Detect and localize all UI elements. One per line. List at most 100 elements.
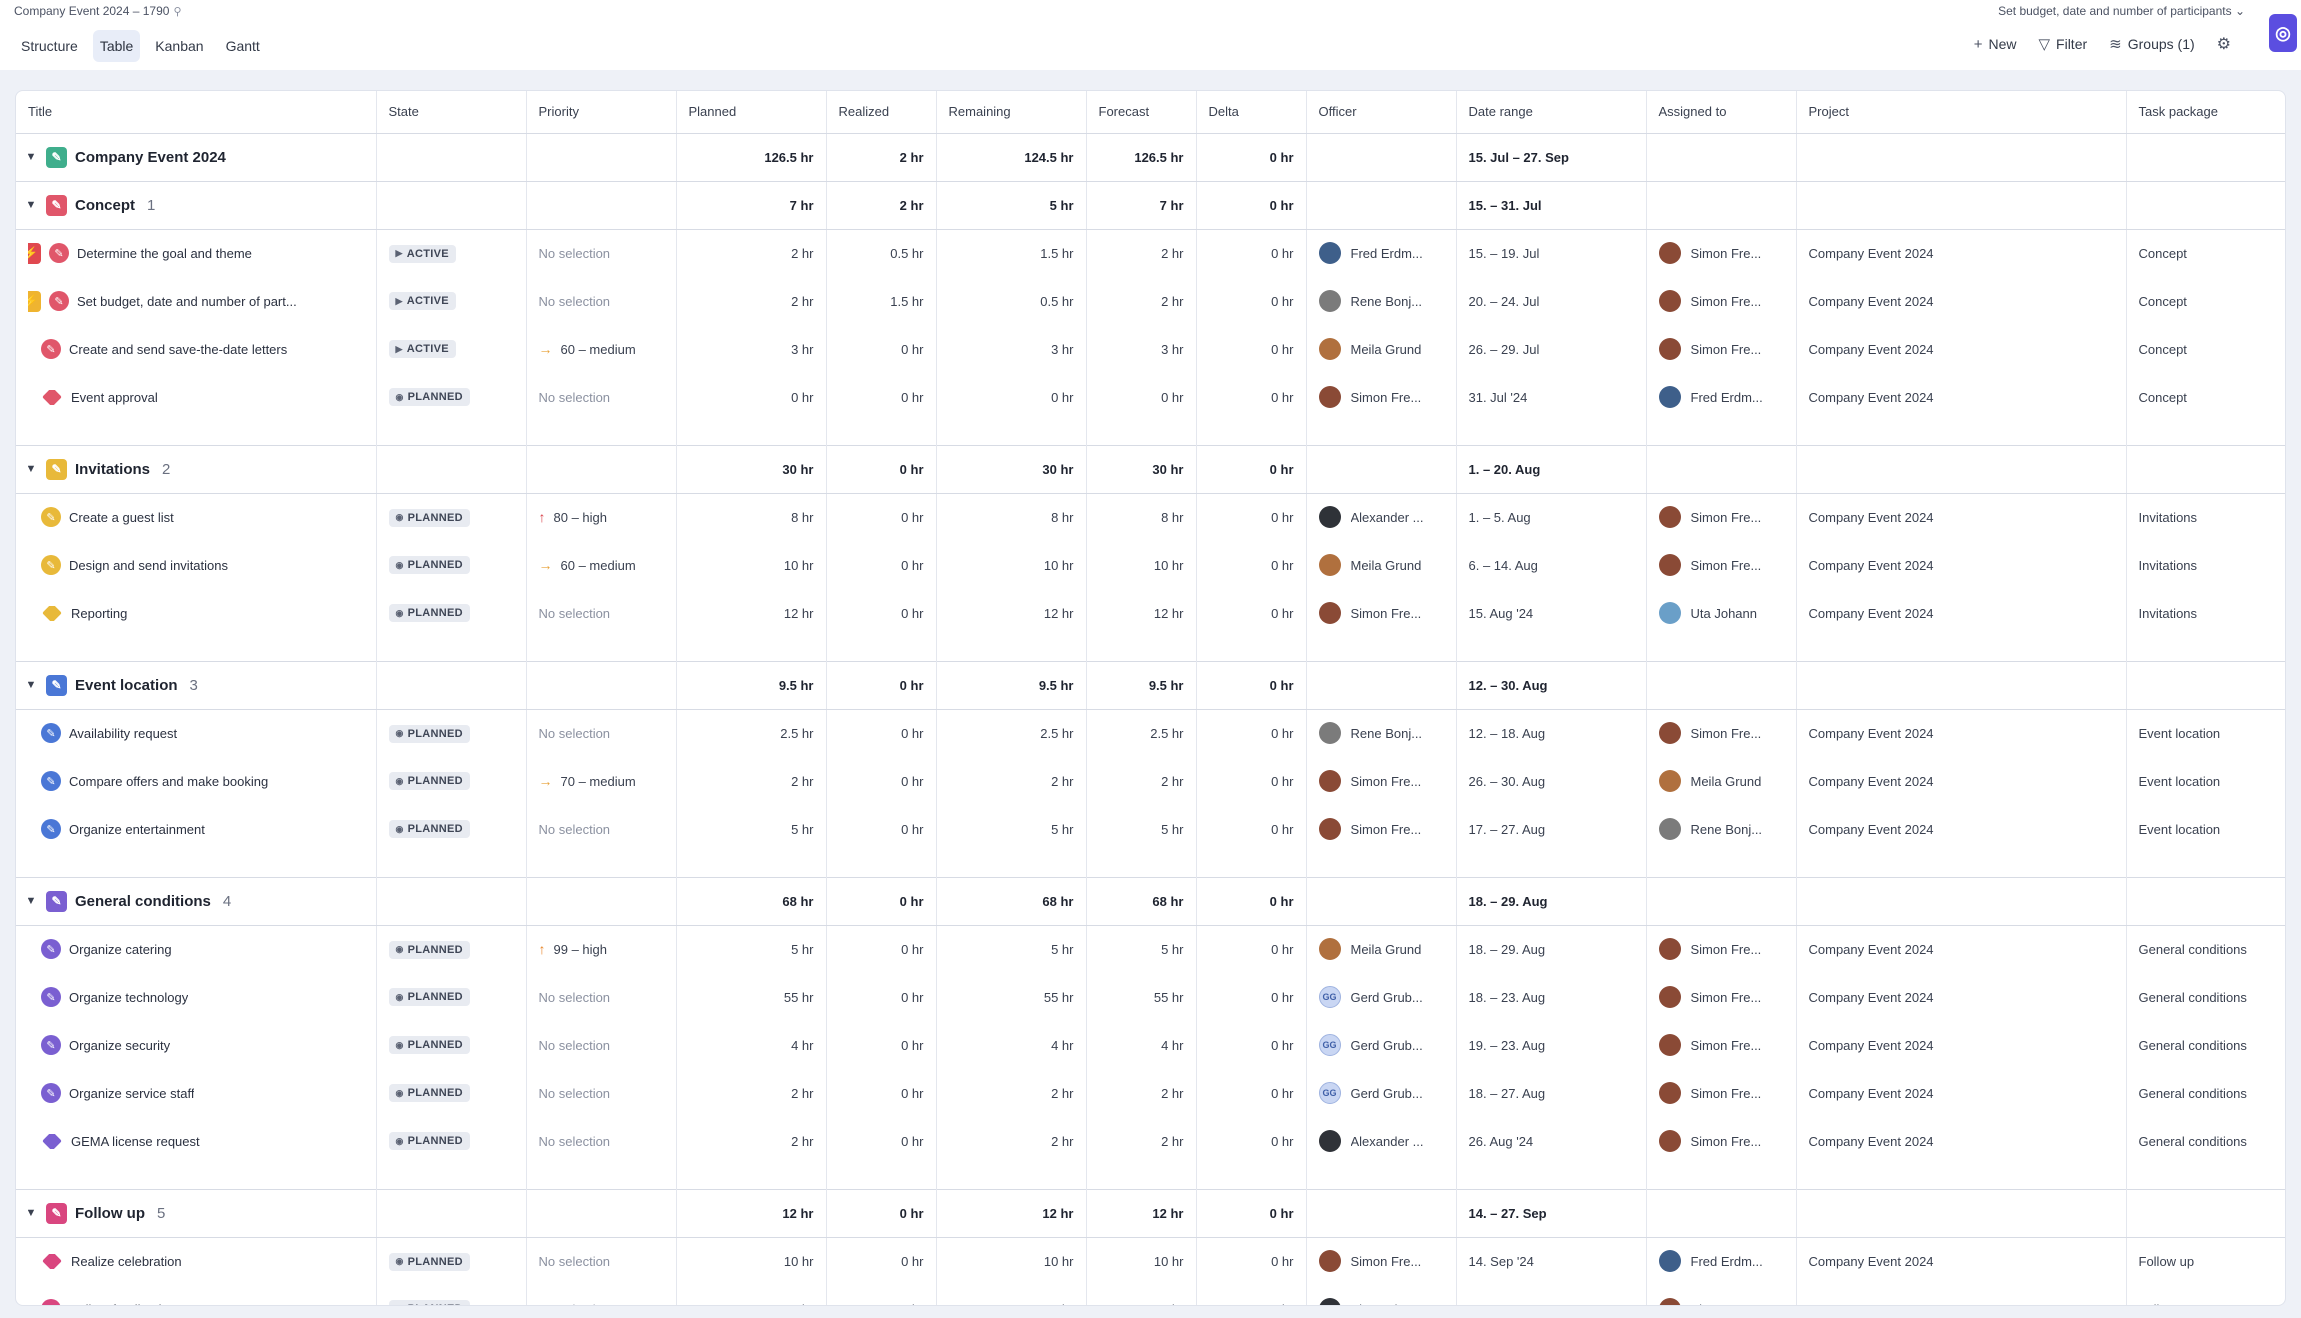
task-title-cell[interactable]: ✎ Organize entertainment bbox=[16, 805, 377, 853]
task-remaining[interactable]: 55 hr bbox=[936, 973, 1087, 1021]
task-remaining[interactable]: 2 hr bbox=[936, 757, 1087, 805]
task-package[interactable]: Invitations bbox=[2138, 605, 2198, 621]
task-row[interactable]: Realize celebration ◉ PLANNED No selection 1… bbox=[16, 1237, 2285, 1285]
task-date-range[interactable]: 19. – 23. Aug bbox=[1456, 1021, 1647, 1069]
task-priority-cell[interactable]: No selection bbox=[526, 973, 677, 1021]
task-state-cell[interactable]: ▶ ACTIVE bbox=[376, 277, 527, 325]
task-remaining[interactable]: 2 hr bbox=[936, 1117, 1087, 1165]
task-priority-cell[interactable]: No selection bbox=[526, 229, 677, 277]
task-planned[interactable]: 2 hr bbox=[676, 757, 827, 805]
task-forecast[interactable]: 5 hr bbox=[1086, 925, 1197, 973]
task-forecast[interactable]: 12 hr bbox=[1086, 589, 1197, 637]
task-assigned-cell[interactable]: Simon Fre... bbox=[1646, 277, 1797, 325]
task-realized[interactable]: 0 hr bbox=[826, 1021, 937, 1069]
task-project[interactable]: Company Event 2024 bbox=[1796, 1285, 2127, 1305]
task-project[interactable]: Company Event 2024 bbox=[1796, 757, 2127, 805]
filter-button[interactable]: ▽ Filter bbox=[2038, 35, 2087, 53]
task-assigned-cell[interactable]: Meila Grund bbox=[1646, 757, 1797, 805]
task-row[interactable]: ⚡ ✎ Determine the goal and theme ▶ACTIVE No … bbox=[16, 229, 2285, 277]
tab-table[interactable]: Table bbox=[92, 30, 141, 62]
task-title-cell[interactable]: ⚡ ✎ Set budget, date and number of part... bbox=[16, 277, 377, 325]
task-row[interactable]: ✎ Organize security ◉ PLANNED No selection 4 … bbox=[16, 1021, 2285, 1069]
task-project[interactable]: Company Event 2024 bbox=[1796, 973, 2127, 1021]
task-realized[interactable]: 0 hr bbox=[826, 589, 937, 637]
task-row[interactable]: ✎ Create a guest list ◉ PLANNED ↑ 80 – high 8 … bbox=[16, 493, 2285, 541]
task-title-cell[interactable]: ✎ Organize security bbox=[16, 1021, 377, 1069]
task-title-cell[interactable]: Event approval bbox=[16, 373, 377, 421]
task-assigned-cell[interactable]: Simon Fre... bbox=[1646, 493, 1797, 541]
task-officer-cell[interactable]: GG Gerd Grub... bbox=[1306, 1069, 1457, 1117]
task-remaining[interactable]: 12 hr bbox=[936, 589, 1087, 637]
task-package[interactable]: Invitations bbox=[2138, 557, 2198, 573]
task-forecast[interactable]: 2 hr bbox=[1086, 1285, 1197, 1305]
task-officer-cell[interactable]: Meila Grund bbox=[1306, 325, 1457, 373]
task-row[interactable]: GEMA license request ◉ PLANNED No selection… bbox=[16, 1117, 2285, 1165]
column-header-priority[interactable]: Priority bbox=[526, 91, 677, 134]
task-state-cell[interactable]: ◉PLANNED bbox=[376, 373, 527, 421]
task-state-cell[interactable]: ◉PLANNED bbox=[376, 1237, 527, 1285]
task-assigned-cell[interactable]: Fred Erdm... bbox=[1646, 373, 1797, 421]
task-remaining[interactable]: 2 hr bbox=[936, 1285, 1087, 1305]
task-remaining[interactable]: 10 hr bbox=[936, 1237, 1087, 1285]
task-state-cell[interactable]: ◉PLANNED bbox=[376, 541, 527, 589]
task-planned[interactable]: 4 hr bbox=[676, 1021, 827, 1069]
column-header-delta[interactable]: Delta bbox=[1196, 91, 1307, 134]
task-officer-cell[interactable]: Rene Bonj... bbox=[1306, 277, 1457, 325]
task-realized[interactable]: 0.5 hr bbox=[826, 229, 937, 277]
task-forecast[interactable]: 3 hr bbox=[1086, 325, 1197, 373]
task-assigned-cell[interactable]: Simon Fre... bbox=[1646, 1021, 1797, 1069]
task-forecast[interactable]: 0 hr bbox=[1086, 373, 1197, 421]
task-state-cell[interactable]: ◉PLANNED bbox=[376, 709, 527, 757]
task-realized[interactable]: 0 hr bbox=[826, 1117, 937, 1165]
task-priority-cell[interactable]: No selection bbox=[526, 1285, 677, 1305]
task-remaining[interactable]: 4 hr bbox=[936, 1021, 1087, 1069]
task-forecast[interactable]: 5 hr bbox=[1086, 805, 1197, 853]
task-officer-cell[interactable]: Simon Fre... bbox=[1306, 589, 1457, 637]
task-officer-cell[interactable]: GG Gerd Grub... bbox=[1306, 1021, 1457, 1069]
task-package[interactable]: Concept bbox=[2138, 341, 2187, 357]
task-date-range[interactable]: 14. Sep '24 bbox=[1456, 1237, 1647, 1285]
task-row[interactable]: ✎ Design and send invitations ◉ PLANNED → 60 … bbox=[16, 541, 2285, 589]
task-planned[interactable]: 2 hr bbox=[676, 1069, 827, 1117]
task-title-cell[interactable]: GEMA license request bbox=[16, 1117, 377, 1165]
task-date-range[interactable]: 26. Aug '24 bbox=[1456, 1117, 1647, 1165]
app-logo-icon[interactable]: ◎ bbox=[2269, 14, 2297, 52]
column-header-planned[interactable]: Planned bbox=[676, 91, 827, 134]
task-row[interactable]: Reporting ◉ PLANNED No selection 12 hr 0 hr 12… bbox=[16, 589, 2285, 637]
task-date-range[interactable]: 18. – 23. Aug bbox=[1456, 973, 1647, 1021]
task-priority-cell[interactable]: No selection bbox=[526, 1069, 677, 1117]
gear-icon[interactable]: ⚙ bbox=[2216, 36, 2231, 53]
task-project[interactable]: Company Event 2024 bbox=[1796, 925, 2127, 973]
tab-gantt[interactable]: Gantt bbox=[225, 38, 260, 54]
task-title-cell[interactable]: ⚡ ✎ Determine the goal and theme bbox=[16, 229, 377, 277]
task-realized[interactable]: 0 hr bbox=[826, 493, 937, 541]
task-forecast[interactable]: 2 hr bbox=[1086, 1117, 1197, 1165]
task-assigned-cell[interactable]: Simon Fre... bbox=[1646, 973, 1797, 1021]
column-header-task-package[interactable]: Task package bbox=[2126, 91, 2285, 134]
task-assigned-cell[interactable]: Rene Bonj... bbox=[1646, 805, 1797, 853]
chevron-down-icon[interactable]: ▼ bbox=[28, 1207, 38, 1219]
task-officer-cell[interactable]: Alexander ... bbox=[1306, 493, 1457, 541]
task-priority-cell[interactable]: No selection bbox=[526, 589, 677, 637]
task-officer-cell[interactable]: Simon Fre... bbox=[1306, 373, 1457, 421]
column-header-remaining[interactable]: Remaining bbox=[936, 91, 1087, 134]
task-state-cell[interactable]: ◉PLANNED bbox=[376, 589, 527, 637]
task-remaining[interactable]: 0.5 hr bbox=[936, 277, 1087, 325]
task-planned[interactable]: 0 hr bbox=[676, 373, 827, 421]
task-row[interactable]: ⚡ ✎ Set budget, date and number of part...… bbox=[16, 277, 2285, 325]
chevron-down-icon[interactable]: ▼ bbox=[28, 199, 38, 211]
task-date-range[interactable]: 14. – 27. Sep bbox=[1456, 1285, 1647, 1305]
task-planned[interactable]: 3 hr bbox=[676, 325, 827, 373]
task-priority-cell[interactable]: No selection bbox=[526, 1021, 677, 1069]
task-state-cell[interactable]: ◉PLANNED bbox=[376, 1021, 527, 1069]
task-package[interactable]: Concept bbox=[2138, 389, 2187, 405]
task-planned[interactable]: 2.5 hr bbox=[676, 709, 827, 757]
task-forecast[interactable]: 10 hr bbox=[1086, 1237, 1197, 1285]
task-project[interactable]: Company Event 2024 bbox=[1796, 589, 2127, 637]
column-header-project[interactable]: Project bbox=[1796, 91, 2127, 134]
task-realized[interactable]: 0 hr bbox=[826, 757, 937, 805]
task-package[interactable]: Invitations bbox=[2138, 509, 2198, 525]
